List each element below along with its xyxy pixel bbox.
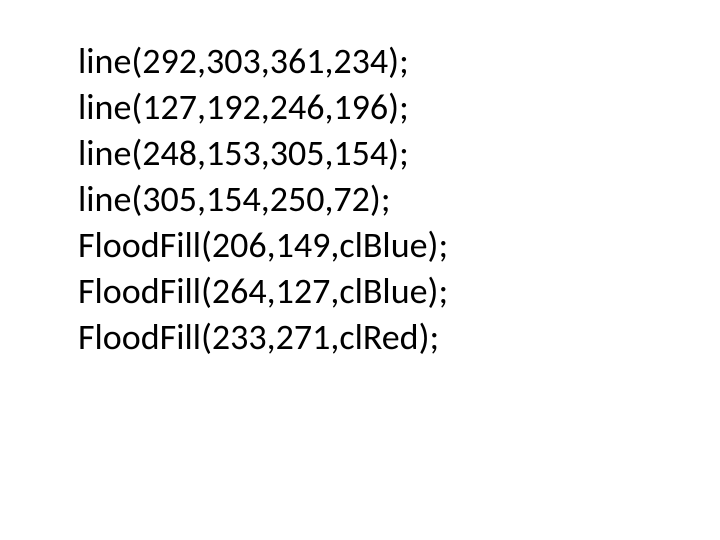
code-line: FloodFill(233,271,clRed);: [78, 314, 720, 360]
code-line: line(305,154,250,72);: [78, 176, 720, 222]
code-line: FloodFill(264,127,clBlue);: [78, 268, 720, 314]
code-line: FloodFill(206,149,clBlue);: [78, 222, 720, 268]
code-line: line(248,153,305,154);: [78, 130, 720, 176]
code-line: line(127,192,246,196);: [78, 84, 720, 130]
code-block: line(292,303,361,234); line(127,192,246,…: [0, 0, 720, 361]
code-line: line(292,303,361,234);: [78, 38, 720, 84]
